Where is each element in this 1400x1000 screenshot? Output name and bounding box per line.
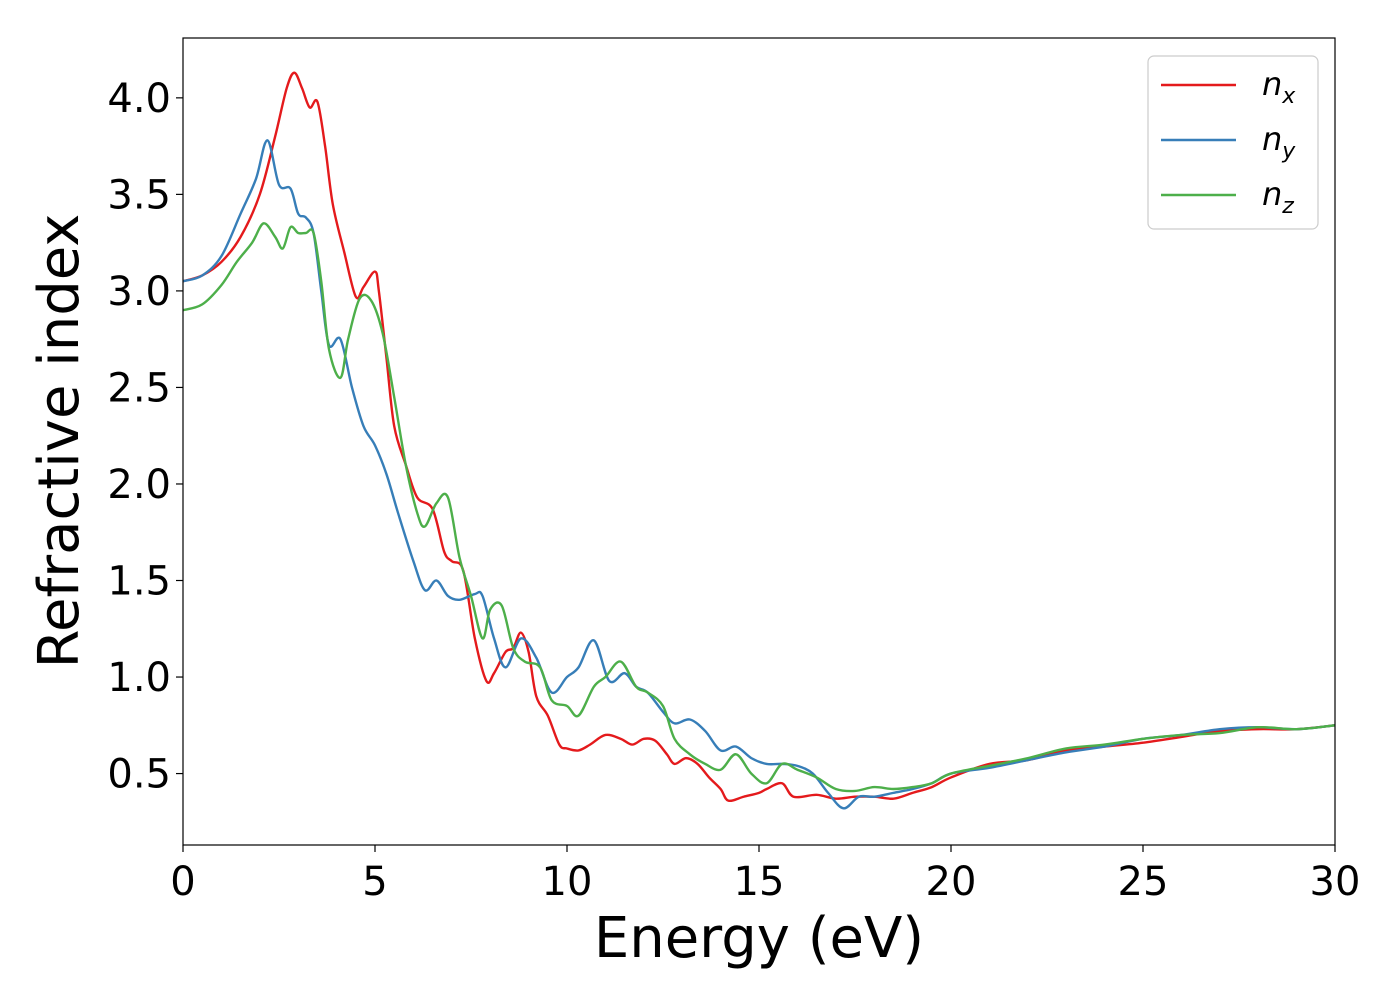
legend-label-ny: ny bbox=[1262, 120, 1296, 164]
y-tick-label: 3.5 bbox=[107, 172, 171, 218]
y-tick-label: 4.0 bbox=[107, 76, 171, 122]
legend-label-subscript: y bbox=[1281, 139, 1296, 164]
x-tick-label: 0 bbox=[170, 859, 195, 905]
y-tick-label: 1.0 bbox=[107, 655, 171, 701]
series-line-nx bbox=[182, 71, 1336, 803]
plot-background bbox=[183, 38, 1335, 845]
legend-label-nz: nz bbox=[1262, 175, 1294, 219]
series-layer bbox=[182, 71, 1336, 810]
x-tick-label: 25 bbox=[1118, 859, 1169, 905]
x-tick-label: 30 bbox=[1310, 859, 1361, 905]
y-tick-label: 3.0 bbox=[107, 269, 171, 315]
series-line-nz bbox=[182, 222, 1336, 793]
x-tick-label: 5 bbox=[362, 859, 387, 905]
legend-label-nx: nx bbox=[1262, 65, 1296, 109]
legend-label-subscript: x bbox=[1281, 84, 1296, 109]
y-tick-label: 2.5 bbox=[107, 365, 171, 411]
legend-label-main: n bbox=[1262, 120, 1282, 158]
y-tick-label: 0.5 bbox=[107, 752, 171, 798]
y-axis: 0.5 1.0 1.5 2.0 2.5 3.0 3.5 4.0 bbox=[107, 76, 183, 798]
legend-label-subscript: z bbox=[1281, 194, 1294, 219]
x-axis-label: Energy (eV) bbox=[594, 906, 924, 971]
y-tick-label: 1.5 bbox=[107, 559, 171, 605]
legend-label-main: n bbox=[1262, 65, 1282, 103]
legend-box bbox=[1147, 55, 1319, 230]
legend-label-main: n bbox=[1262, 175, 1282, 213]
x-tick-label: 20 bbox=[926, 859, 977, 905]
x-tick-label: 10 bbox=[542, 859, 593, 905]
x-axis: 0 5 10 15 20 25 30 bbox=[170, 845, 1360, 905]
y-tick-label: 2.0 bbox=[107, 462, 171, 508]
x-tick-label: 15 bbox=[734, 859, 785, 905]
y-axis-label: Refractive index bbox=[27, 214, 92, 669]
